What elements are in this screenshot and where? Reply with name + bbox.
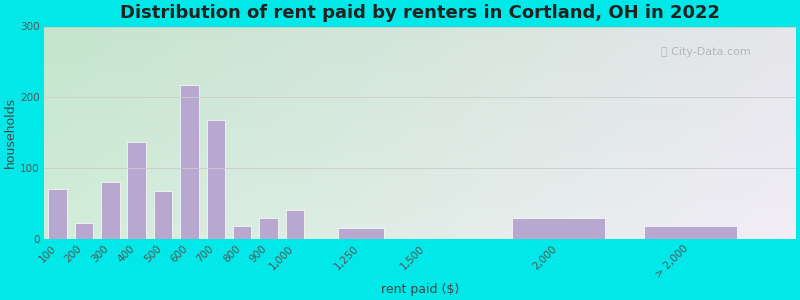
Bar bbox=[233, 226, 251, 239]
Bar bbox=[127, 142, 146, 239]
Text: ⓘ City-Data.com: ⓘ City-Data.com bbox=[661, 47, 750, 57]
Bar bbox=[206, 120, 225, 239]
Bar bbox=[644, 226, 737, 239]
Bar bbox=[259, 218, 278, 239]
Bar bbox=[338, 228, 384, 239]
Bar bbox=[74, 223, 94, 239]
Bar bbox=[48, 189, 67, 239]
Title: Distribution of rent paid by renters in Cortland, OH in 2022: Distribution of rent paid by renters in … bbox=[120, 4, 720, 22]
Y-axis label: households: households bbox=[4, 97, 17, 168]
Bar bbox=[286, 211, 304, 239]
X-axis label: rent paid ($): rent paid ($) bbox=[381, 283, 459, 296]
Bar bbox=[180, 85, 198, 239]
Bar bbox=[154, 191, 172, 239]
Bar bbox=[512, 218, 605, 239]
Bar bbox=[101, 182, 120, 239]
